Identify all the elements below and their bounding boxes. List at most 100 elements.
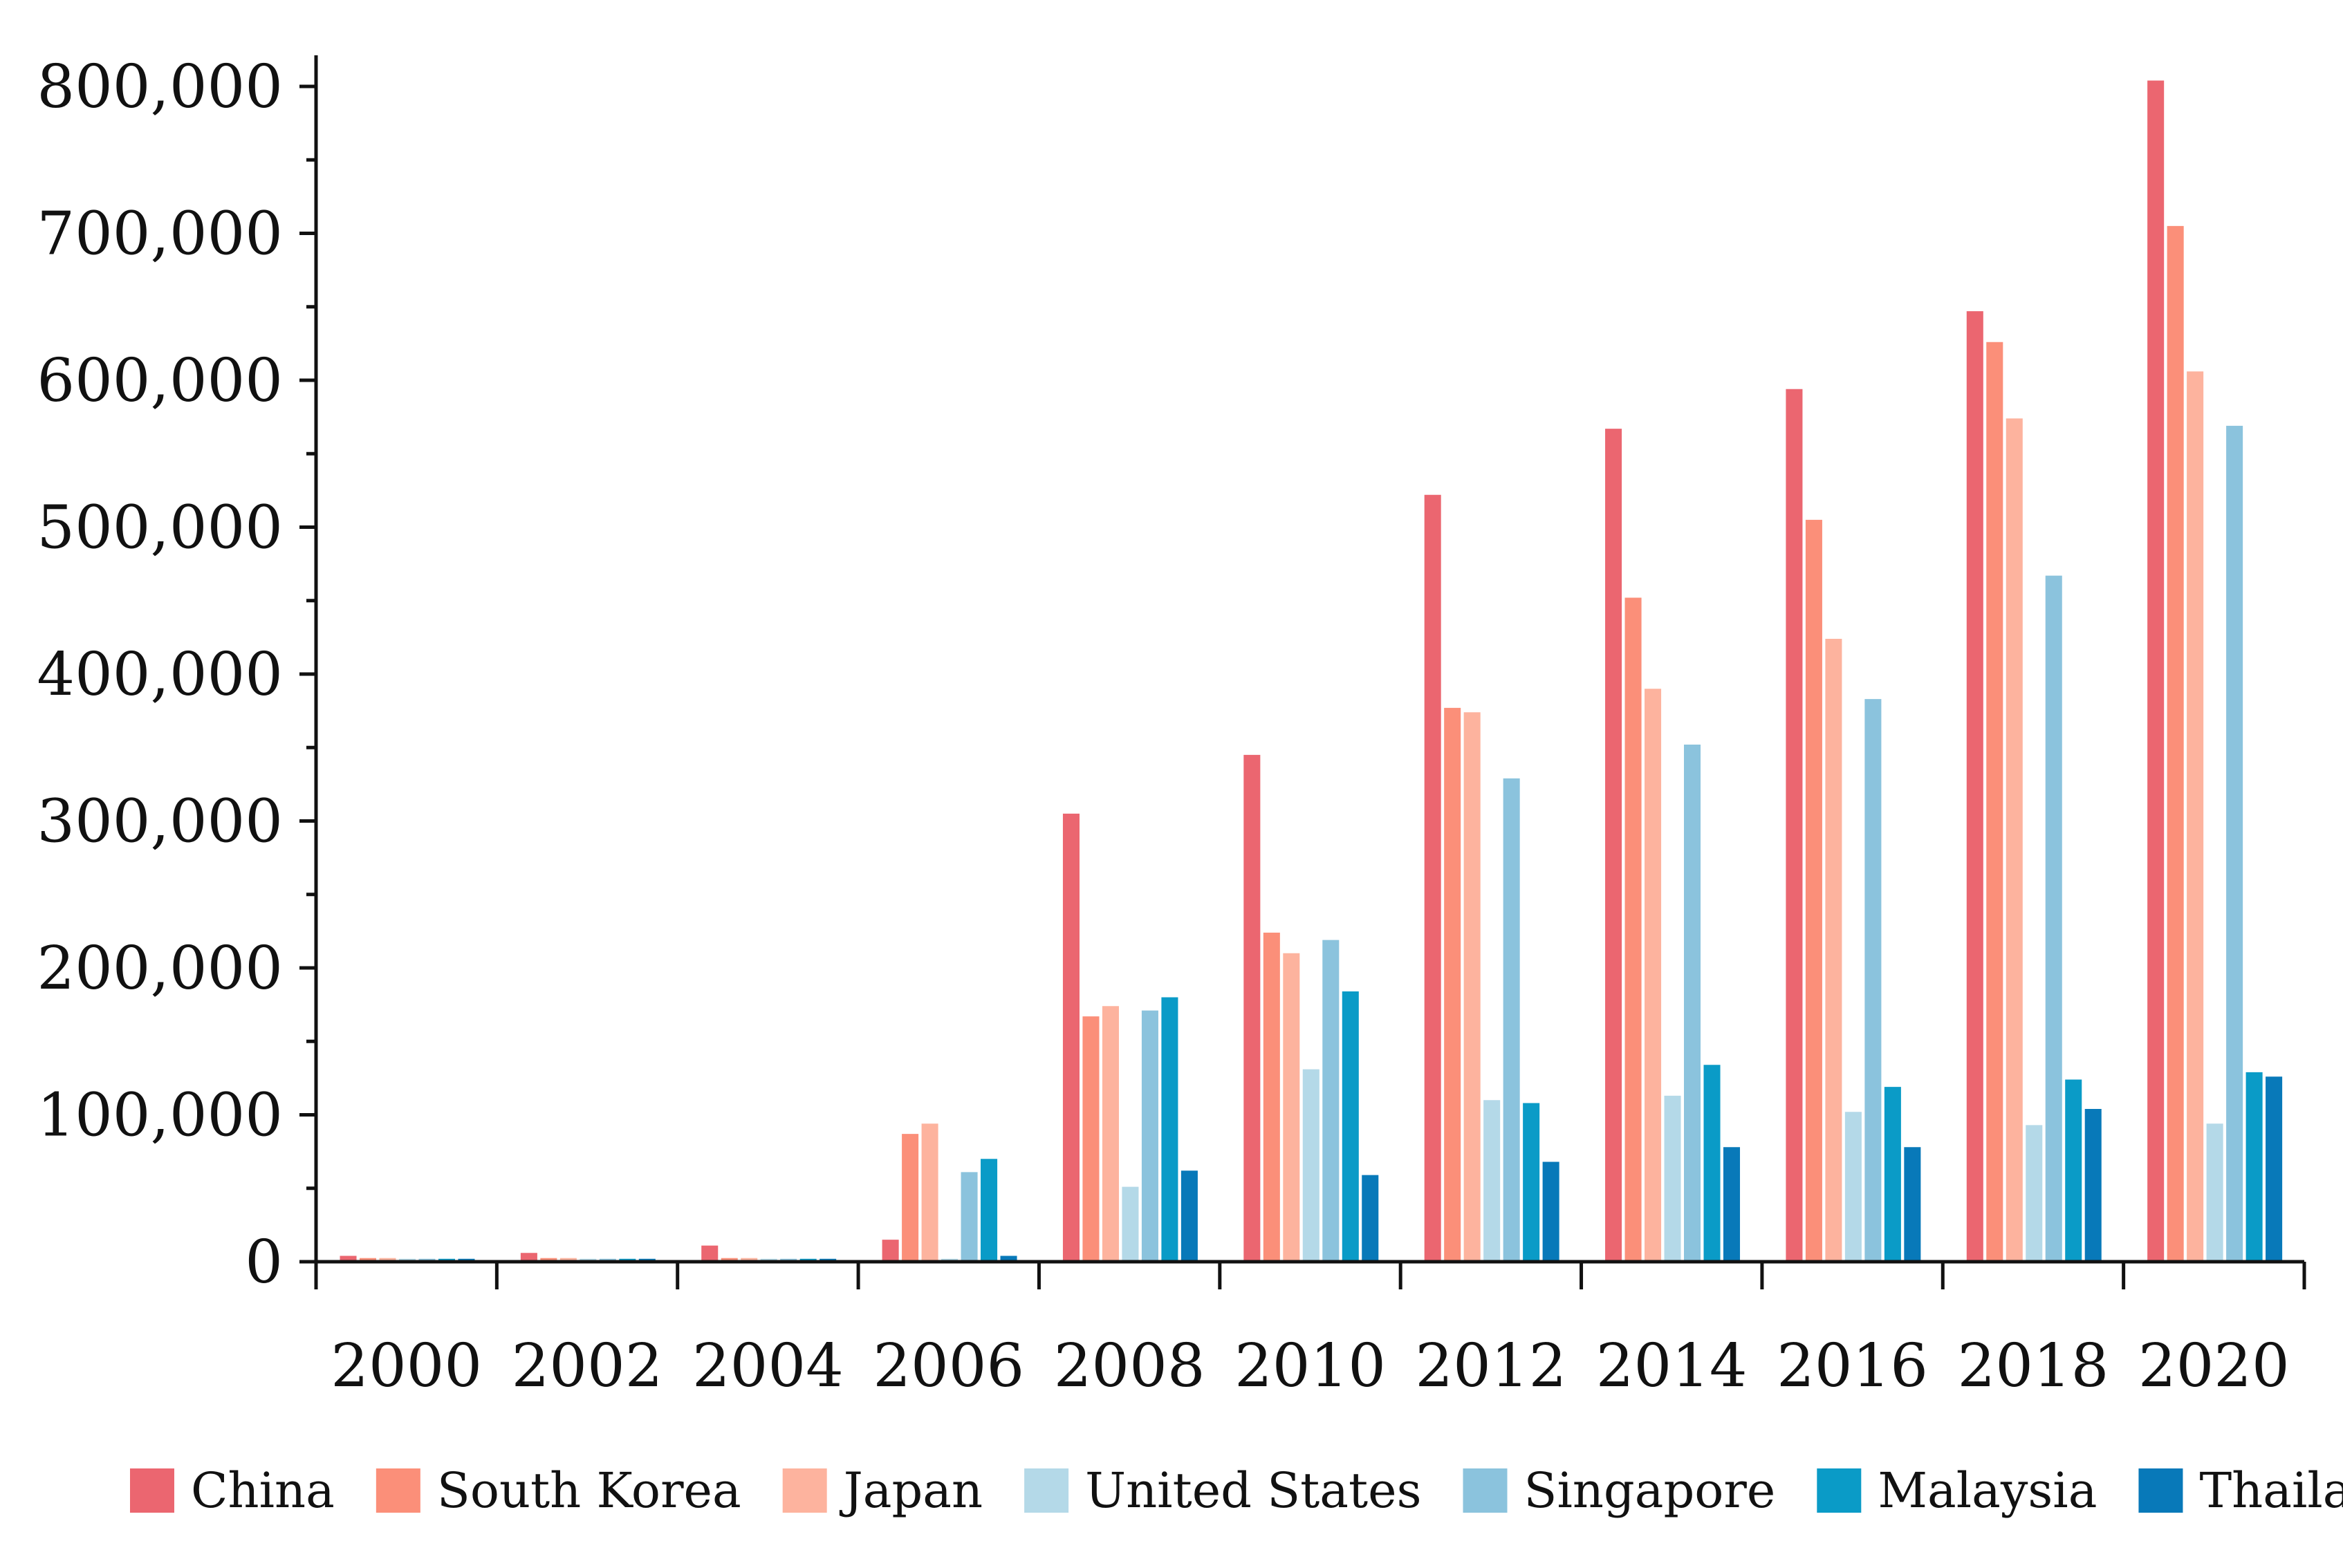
bar-south-korea-2010 <box>1263 933 1280 1262</box>
bar-malaysia-2018 <box>2065 1079 2082 1262</box>
bar-south-korea-2020 <box>2167 225 2184 1262</box>
y-tick-label: 400,000 <box>37 640 283 709</box>
bar-malaysia-2010 <box>1342 991 1359 1262</box>
bar-south-korea-2002 <box>540 1258 557 1262</box>
y-tick-label: 200,000 <box>37 934 283 1003</box>
bar-singapore-2018 <box>2045 575 2062 1262</box>
bar-south-korea-2000 <box>359 1258 377 1262</box>
bar-japan-2010 <box>1283 953 1300 1262</box>
x-tick-label: 2000 <box>331 1332 482 1401</box>
legend-label: Malaysia <box>1878 1462 2097 1519</box>
legend-item-united-states: United States <box>1024 1462 1422 1519</box>
bar-china-2020 <box>2147 80 2165 1262</box>
bar-malaysia-2012 <box>1523 1103 1540 1262</box>
bar-china-2008 <box>1062 813 1080 1262</box>
legend-swatch <box>1024 1468 1069 1513</box>
y-tick-label: 600,000 <box>37 346 283 416</box>
legend-item-south-korea: South Korea <box>376 1462 741 1519</box>
bar-china-2006 <box>882 1240 899 1262</box>
legend-label: Singapore <box>1524 1462 1776 1519</box>
legend-item-japan: Japan <box>782 1462 983 1519</box>
y-tick-label: 700,000 <box>37 200 283 269</box>
bar-malaysia-2006 <box>981 1159 998 1262</box>
x-tick-label: 2010 <box>1234 1332 1386 1401</box>
bar-south-korea-2004 <box>721 1258 738 1262</box>
x-tick-label: 2004 <box>692 1332 844 1401</box>
bar-thailand-2010 <box>1362 1175 1379 1262</box>
legend-item-thailand: Thailand <box>2138 1462 2343 1519</box>
bar-malaysia-2020 <box>2245 1072 2263 1262</box>
legend-swatch <box>376 1468 420 1513</box>
bar-south-korea-2008 <box>1082 1016 1100 1262</box>
bar-china-2000 <box>340 1256 357 1262</box>
bar-malaysia-2014 <box>1703 1065 1721 1262</box>
bar-thailand-2008 <box>1180 1170 1198 1262</box>
bar-china-2014 <box>1605 429 1622 1262</box>
x-tick-label: 2006 <box>873 1332 1024 1401</box>
bar-thailand-2016 <box>1904 1147 1921 1262</box>
bar-thailand-2014 <box>1723 1147 1741 1262</box>
bar-south-korea-2006 <box>902 1134 919 1262</box>
bar-china-2012 <box>1424 494 1441 1262</box>
legend-swatch <box>782 1468 827 1513</box>
legend-swatch <box>130 1468 174 1513</box>
bar-japan-2008 <box>1102 1006 1119 1262</box>
x-tick-label: 2012 <box>1415 1332 1566 1401</box>
legend-label: South Korea <box>437 1462 741 1519</box>
bar-japan-2014 <box>1645 689 1662 1262</box>
legend-label: United States <box>1085 1462 1421 1519</box>
bar-united-states-2014 <box>1664 1095 1681 1262</box>
y-tick-label: 100,000 <box>37 1081 283 1150</box>
legend: China South Korea Japan United States Singap… <box>130 1462 2343 1519</box>
x-tick-label: 2008 <box>1054 1332 1205 1401</box>
legend-label: Japan <box>840 1462 983 1519</box>
bar-japan-2012 <box>1463 712 1481 1262</box>
bar-thailand-2006 <box>1000 1256 1017 1262</box>
legend-swatch <box>1463 1468 1508 1513</box>
bar-singapore-2006 <box>961 1172 978 1262</box>
bar-singapore-2020 <box>2226 425 2243 1262</box>
bar-singapore-2010 <box>1322 940 1340 1262</box>
x-tick-label: 2016 <box>1777 1332 1928 1401</box>
bar-china-2004 <box>701 1245 719 1262</box>
bar-japan-2016 <box>1825 639 1842 1262</box>
bar-thailand-2018 <box>2084 1109 2102 1262</box>
bar-japan-2002 <box>559 1258 577 1262</box>
y-tick-label: 300,000 <box>37 787 283 857</box>
bar-united-states-2016 <box>1844 1112 1862 1262</box>
x-tick-label: 2018 <box>1958 1332 2109 1401</box>
legend-item-china: China <box>130 1462 335 1519</box>
y-tick-label: 0 <box>245 1228 283 1297</box>
legend-swatch <box>2138 1468 2183 1513</box>
bar-china-2010 <box>1243 754 1261 1262</box>
bar-japan-2004 <box>741 1258 758 1262</box>
y-tick-label: 800,000 <box>37 53 283 122</box>
bar-singapore-2016 <box>1864 699 1882 1262</box>
bar-united-states-2020 <box>2206 1123 2223 1262</box>
bar-japan-2020 <box>2187 371 2204 1262</box>
bar-china-2018 <box>1966 311 1983 1262</box>
legend-label: China <box>191 1462 335 1519</box>
bars-layer <box>340 80 2283 1262</box>
bar-malaysia-2008 <box>1161 997 1178 1262</box>
bar-china-2016 <box>1786 389 1803 1262</box>
bar-south-korea-2014 <box>1624 597 1642 1262</box>
x-tick-label: 2014 <box>1596 1332 1748 1401</box>
legend-item-singapore: Singapore <box>1463 1462 1776 1519</box>
legend-label: Thailand <box>2199 1462 2343 1519</box>
bar-south-korea-2012 <box>1444 707 1461 1262</box>
bar-japan-2006 <box>921 1123 938 1262</box>
bar-thailand-2012 <box>1542 1161 1559 1262</box>
y-ticks: 0 100,000 200,000 300,000 400,000 500,000 600,… <box>37 53 316 1297</box>
bar-united-states-2010 <box>1302 1069 1319 1262</box>
bar-united-states-2012 <box>1483 1100 1501 1262</box>
x-tick-label: 2020 <box>2138 1332 2290 1401</box>
bar-south-korea-2016 <box>1805 519 1822 1262</box>
legend-swatch <box>1817 1468 1862 1513</box>
bar-singapore-2012 <box>1503 778 1520 1262</box>
bar-japan-2018 <box>2006 418 2023 1262</box>
y-tick-label: 500,000 <box>37 494 283 563</box>
x-ticks: 2000 2002 2004 2006 2008 2010 2012 2014 2016 2018… <box>314 1262 2306 1401</box>
bar-china-2002 <box>520 1253 537 1262</box>
